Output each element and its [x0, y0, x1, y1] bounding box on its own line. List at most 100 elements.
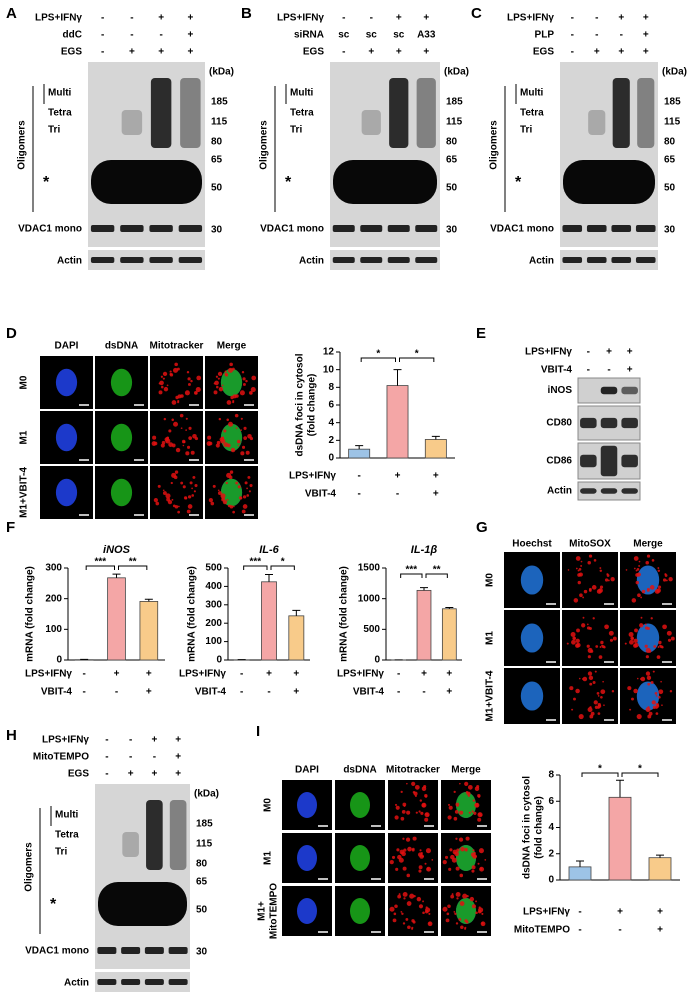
mono-label: VDAC1 mono — [260, 224, 324, 235]
mito-signal — [431, 859, 434, 861]
chart-title: IL-1β — [411, 544, 438, 556]
mito-signal — [448, 805, 453, 810]
condition-name: LPS+IFNγ — [42, 735, 89, 746]
loading-label: Actin — [64, 978, 89, 989]
mito-signal — [602, 680, 604, 683]
blot-band — [621, 454, 638, 468]
mito-signal — [186, 370, 190, 374]
mito-signal — [162, 489, 165, 492]
mito-signal — [633, 688, 638, 694]
condition-sign: + — [433, 489, 439, 500]
mito-signal — [171, 443, 176, 448]
y-tick-label: 0 — [216, 655, 222, 666]
bar — [648, 857, 672, 881]
mito-signal — [208, 498, 213, 503]
mito-signal — [640, 676, 646, 682]
mito-signal — [166, 384, 169, 387]
mito-signal — [477, 794, 481, 798]
mito-signal — [242, 504, 248, 509]
condition-sign: + — [175, 752, 181, 763]
mito-signal — [651, 700, 656, 705]
nucleus — [350, 792, 370, 818]
mito-signal — [456, 897, 459, 900]
mito-signal — [649, 585, 655, 590]
actin-band — [360, 257, 383, 263]
mito-signal — [188, 426, 192, 430]
condition-sign: - — [129, 735, 132, 746]
error-bar — [445, 607, 454, 609]
mito-signal — [658, 695, 661, 699]
mito-signal — [468, 811, 471, 814]
mito-signal — [248, 490, 251, 493]
mito-signal — [448, 867, 452, 871]
band-label: Multi — [55, 810, 79, 821]
oligomer-smear — [169, 800, 187, 870]
mito-signal — [653, 645, 657, 648]
mito-signal — [227, 367, 234, 373]
y-tick-label: 10 — [323, 364, 335, 375]
bar — [424, 439, 447, 459]
condition-sign: + — [446, 669, 452, 680]
mito-signal — [215, 375, 219, 378]
mito-signal — [428, 912, 431, 915]
mito-signal — [401, 851, 406, 857]
mito-signal — [577, 580, 581, 585]
mito-signal — [245, 450, 250, 455]
mito-signal — [182, 444, 185, 447]
mito-signal — [187, 504, 193, 509]
mito-signal — [406, 873, 411, 878]
significance-label: * — [415, 349, 419, 360]
row-label: M1+VBIT-4 — [19, 467, 30, 518]
micrograph — [150, 466, 203, 519]
loading-membrane — [88, 250, 205, 270]
mito-signal — [595, 645, 599, 648]
mito-signal — [582, 676, 588, 682]
mito-signal — [190, 450, 195, 455]
mito-signal — [185, 451, 190, 456]
blot-band — [621, 386, 638, 395]
oligomer-smear — [637, 78, 655, 148]
condition-sign: - — [115, 687, 118, 698]
mito-signal — [573, 598, 579, 603]
mito-signal — [403, 848, 407, 852]
error-bar — [576, 860, 584, 867]
bar — [139, 601, 159, 661]
y-tick-label: 4 — [328, 417, 334, 428]
mito-signal — [599, 567, 602, 569]
kda-unit: (kDa) — [209, 67, 234, 78]
mito-signal — [629, 639, 634, 645]
blot-membrane — [560, 62, 658, 247]
error-bar — [656, 854, 664, 858]
mito-signal — [599, 646, 602, 649]
mito-signal — [424, 817, 429, 822]
mito-signal — [418, 869, 422, 873]
panel-label: I — [256, 723, 260, 740]
condition-sign: + — [421, 669, 427, 680]
mito-signal — [230, 447, 236, 453]
mito-signal — [177, 510, 180, 514]
blot-band — [600, 488, 618, 494]
mito-signal — [575, 688, 580, 694]
mito-signal — [427, 921, 433, 927]
mito-signal — [581, 678, 584, 680]
mito-signal — [670, 636, 675, 641]
condition-sign: + — [657, 907, 663, 918]
oligomer-smear — [146, 800, 163, 870]
condition-sign: + — [187, 47, 193, 58]
nucleus — [110, 478, 133, 507]
mito-signal — [246, 494, 250, 497]
mito-signal — [398, 857, 404, 863]
mito-signal — [460, 846, 465, 852]
band-label: Tri — [290, 125, 302, 136]
mito-signal — [583, 589, 588, 594]
condition-sign: + — [266, 669, 272, 680]
mito-signal — [603, 704, 605, 707]
mito-signal — [397, 894, 402, 899]
oligomer-smear — [361, 110, 381, 135]
nucleus — [297, 845, 317, 871]
mito-signal — [243, 383, 246, 386]
condition-sign: sc — [366, 30, 378, 41]
mito-signal — [612, 636, 617, 641]
mito-signal — [243, 426, 247, 430]
mito-signal — [656, 655, 661, 659]
